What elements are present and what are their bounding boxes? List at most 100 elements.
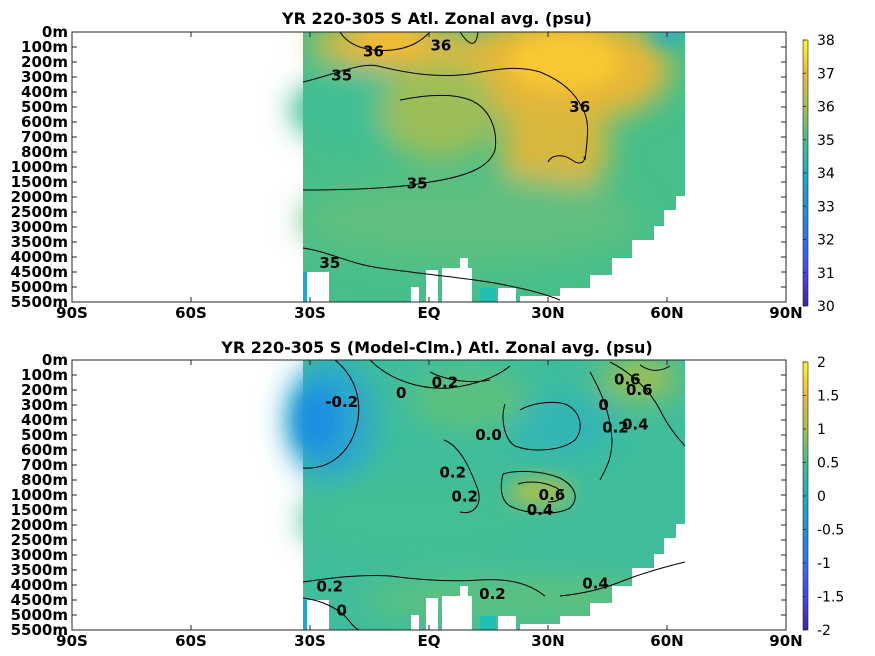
contour-label: 0.2 <box>451 488 478 506</box>
y-tick-label: 100m <box>21 38 68 56</box>
y-tick-label: 1000m <box>11 486 68 504</box>
contour-label: 0.2 <box>602 419 629 437</box>
x-tick-label: 30N <box>531 304 564 322</box>
colorbar-tick-label: 30 <box>817 299 835 315</box>
title-top: YR 220-305 S Atl. Zonal avg. (psu) <box>281 9 592 28</box>
colorbar-tick-label: 0.5 <box>817 456 839 472</box>
colorbar-tick-label: 32 <box>817 233 835 249</box>
x-tick-label: 90S <box>56 632 88 650</box>
contour-label: 36 <box>569 98 590 116</box>
y-tick-label: 4000m <box>11 248 68 266</box>
x-tick-label: EQ <box>418 304 441 322</box>
x-tick-label: 30S <box>294 632 326 650</box>
x-tick-label: 60N <box>650 632 683 650</box>
panel-top: YR 220-305 S Atl. Zonal avg. (psu) <box>11 9 835 322</box>
contour-label: 0 <box>337 602 347 620</box>
anomaly-field: 0.2-0.2 00.60.600.20.40.00.20.2 0.60.40.20… <box>285 360 786 630</box>
x-tick-label: 30N <box>531 632 564 650</box>
y-tick-label: 3500m <box>11 561 68 579</box>
y-tick-label: 1500m <box>11 173 68 191</box>
contours-top <box>302 32 589 301</box>
colorbar-tick-label: 36 <box>817 100 835 116</box>
contour-labels-bottom: 0.2-0.2 00.60.600.20.40.00.20.2 0.60.40.20… <box>317 371 653 620</box>
x-tick-label: EQ <box>418 632 441 650</box>
colorbar-tick-label: -1.5 <box>817 590 844 606</box>
colorbar-tick-label: -2 <box>817 623 831 639</box>
y-tick-label: 700m <box>21 456 68 474</box>
x-tick-label: 60N <box>650 304 683 322</box>
contour-labels-top: 36 36 35 36 35 35 <box>319 37 590 273</box>
contour-label: 36 <box>430 37 451 55</box>
y-tick-label: 5500m <box>11 293 68 311</box>
contour-label: 0.2 <box>432 374 459 392</box>
x-axis-bottom: 90S 60S 30S EQ 30N 60N 90N <box>56 360 803 650</box>
contour-label: 0.6 <box>614 371 641 389</box>
y-tick-label: 700m <box>21 128 68 146</box>
y-tick-label: 400m <box>21 83 68 101</box>
y-tick-label: 2500m <box>11 531 68 549</box>
contour-label: 0.6 <box>539 486 566 504</box>
y-tick-label: 500m <box>21 98 68 116</box>
colorbar-tick-label: 0 <box>817 489 826 505</box>
y-tick-label: 200m <box>21 381 68 399</box>
colorbar-tick-label: 2 <box>817 355 826 371</box>
x-axis-top: 90S 60S 30S EQ 30N 60N 90N <box>56 32 803 322</box>
y-tick-label: 0m <box>42 23 68 41</box>
y-axis-bottom: 0m100m200m300m400m500m600m700m800m1000m1… <box>11 351 786 639</box>
contour-label: 35 <box>407 175 428 193</box>
colorbar-tick-label: -0.5 <box>817 523 844 539</box>
contour-label: 0.0 <box>475 426 502 444</box>
y-tick-label: 3000m <box>11 218 68 236</box>
panel-bottom: YR 220-305 S (Model-Clm.) Atl. Zonal avg… <box>11 338 845 650</box>
contour-label: 0.6 <box>626 381 653 399</box>
y-axis-top: 0m100m200m300m400m500m600m700m800m1000m1… <box>11 23 786 311</box>
y-tick-label: 5000m <box>11 278 68 296</box>
colorbar-tick-label: -1 <box>817 556 831 572</box>
colorbar-tick-label: 38 <box>817 33 835 49</box>
y-tick-label: 2000m <box>11 516 68 534</box>
contour-label: 0 <box>396 384 406 402</box>
y-tick-label: 4000m <box>11 576 68 594</box>
x-tick-label: 90N <box>769 304 802 322</box>
x-tick-label: 60S <box>175 632 207 650</box>
y-tick-label: 1500m <box>11 501 68 519</box>
y-tick-label: 100m <box>21 366 68 384</box>
y-tick-label: 3500m <box>11 233 68 251</box>
y-tick-label: 3000m <box>11 546 68 564</box>
y-tick-label: 4500m <box>11 591 68 609</box>
salinity-field: 36 36 35 36 35 35 <box>290 32 786 302</box>
contour-label: 35 <box>331 67 352 85</box>
y-tick-label: 0m <box>42 351 68 369</box>
x-tick-label: 60S <box>175 304 207 322</box>
contour-label: 0.4 <box>582 575 609 593</box>
contour-label: 0.4 <box>527 501 554 519</box>
colorbar-tick-label: 31 <box>817 266 835 282</box>
x-tick-label: 90N <box>769 632 802 650</box>
topography-mask-top <box>303 32 786 302</box>
y-tick-label: 2000m <box>11 188 68 206</box>
colorbar-top: 38 37 36 35 34 33 32 31 30 <box>802 33 835 315</box>
y-tick-label: 800m <box>21 143 68 161</box>
contour-label: 0.2 <box>317 578 344 596</box>
contour-label: 0 <box>598 396 608 414</box>
contour-label: 0.4 <box>622 416 649 434</box>
colorbar-tick-label: 35 <box>817 133 835 149</box>
title-bottom: YR 220-305 S (Model-Clm.) Atl. Zonal avg… <box>220 338 652 357</box>
colorbar-tick-label: 34 <box>817 166 835 182</box>
colorbar-tick-label: 1.5 <box>817 389 839 405</box>
contour-label: 0.2 <box>479 585 506 603</box>
y-tick-label: 300m <box>21 68 68 86</box>
y-tick-label: 5000m <box>11 606 68 624</box>
y-tick-label: 1000m <box>11 158 68 176</box>
contour-label: 0.2 <box>440 464 467 482</box>
y-tick-label: 5500m <box>11 621 68 639</box>
y-tick-label: 4500m <box>11 263 68 281</box>
contours-bottom <box>302 360 686 630</box>
y-tick-label: 600m <box>21 113 68 131</box>
colorbar-bottom: 2 1.5 1 0.5 0 -0.5 -1 -1.5 -2 <box>802 355 844 639</box>
contour-label: 35 <box>319 254 340 272</box>
contour-label: 36 <box>363 43 384 61</box>
contour-label: -0.2 <box>325 393 358 411</box>
topography-mask-bottom <box>303 360 786 630</box>
